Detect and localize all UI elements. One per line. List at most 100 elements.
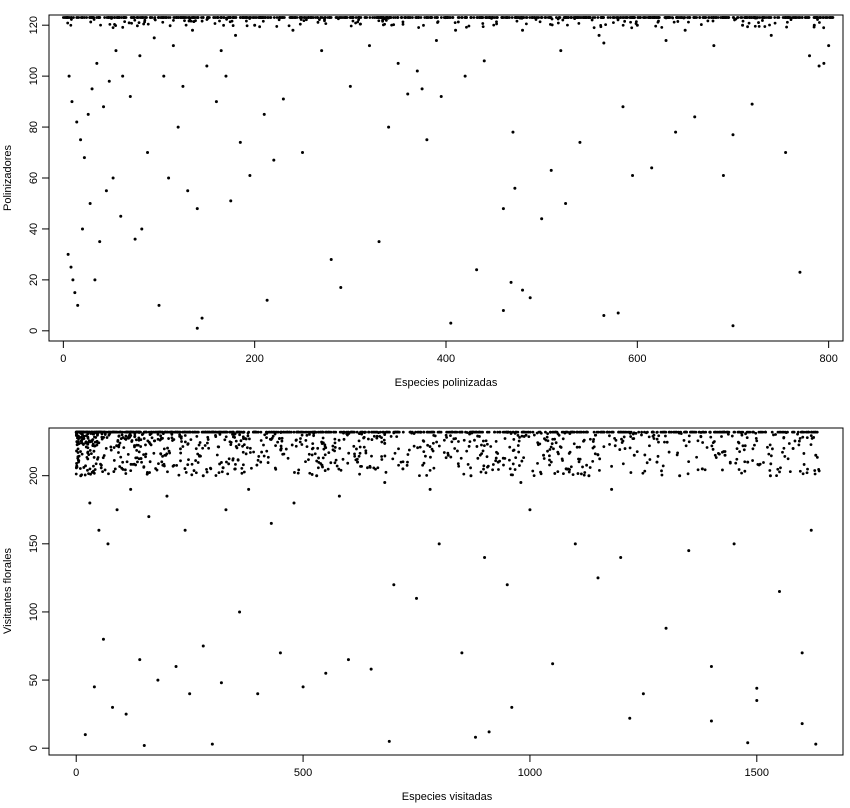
data-point [740,433,744,437]
data-point [222,16,226,19]
data-point [659,430,663,434]
data-point [90,87,94,91]
data-point [437,542,441,546]
data-point [180,440,183,443]
data-point [457,440,460,443]
data-point [152,36,156,40]
data-point [332,430,336,434]
data-point [422,461,426,465]
x-tick-label: 200 [245,353,263,365]
data-point [442,451,446,454]
data-point [279,444,283,448]
data-point [317,456,320,460]
data-point [272,16,276,19]
data-point [331,444,335,448]
data-point [294,438,298,442]
data-point [66,16,69,19]
data-point [809,430,813,434]
data-point [355,430,359,434]
data-point [159,452,163,456]
data-point [436,21,439,24]
data-point [337,467,341,471]
data-point [417,16,421,19]
data-point [650,166,654,170]
data-point [124,438,128,441]
data-point [528,16,532,19]
data-point [458,430,461,434]
data-point [751,430,755,434]
data-point [387,125,391,129]
data-point [272,158,276,162]
data-point [213,22,217,25]
data-point [278,16,282,19]
data-point [87,439,91,443]
data-point [183,434,187,437]
data-point [552,447,555,451]
data-point [79,138,83,142]
data-point [166,16,170,19]
data-point [635,450,639,453]
data-point [484,16,487,19]
data-point [800,16,804,19]
data-point [142,453,145,456]
data-point [142,743,146,747]
data-point [223,438,227,442]
data-point [744,432,747,436]
data-point [508,445,512,449]
data-point [171,464,175,468]
data-point [69,23,73,27]
data-point [608,430,611,434]
data-point [664,626,668,630]
data-point [94,462,98,466]
data-point [380,440,384,444]
data-point [133,444,136,447]
data-point [248,446,252,450]
data-point [252,450,256,454]
data-point [384,18,388,22]
data-point [238,16,242,19]
data-point [140,16,144,19]
data-point [280,436,284,440]
data-point [82,466,86,469]
data-point [395,435,399,439]
data-point [148,471,151,474]
data-point [135,16,139,19]
data-point [815,455,819,459]
data-point [137,21,141,25]
data-point [184,16,188,19]
data-point [183,440,187,444]
data-point [632,431,636,435]
data-point [768,443,772,447]
data-point [359,464,362,468]
data-point [217,471,221,475]
data-point [192,469,196,472]
data-point [101,456,105,460]
data-point [522,456,526,460]
data-point [501,430,505,434]
data-point [226,472,230,476]
data-point [428,468,432,472]
data-point [787,442,791,445]
data-point [248,451,252,454]
data-point [366,437,370,441]
data-point [338,446,342,450]
data-point [415,596,419,600]
data-point [482,467,485,471]
data-point [183,528,187,532]
data-point [663,440,666,444]
data-point [513,186,517,190]
data-point [723,430,726,434]
data-point [259,16,263,19]
data-point [518,435,521,439]
data-point [449,455,453,459]
data-point [648,458,652,461]
data-point [318,18,321,22]
data-point [119,455,123,459]
data-point [171,44,175,48]
data-point [377,19,381,23]
data-point [532,474,536,478]
data-point [152,439,156,443]
panel-bottom: 0 500 1000 1500 0 50 100 150 200 Especies visit… [2,427,844,803]
data-point [229,441,233,444]
data-point [767,16,771,19]
